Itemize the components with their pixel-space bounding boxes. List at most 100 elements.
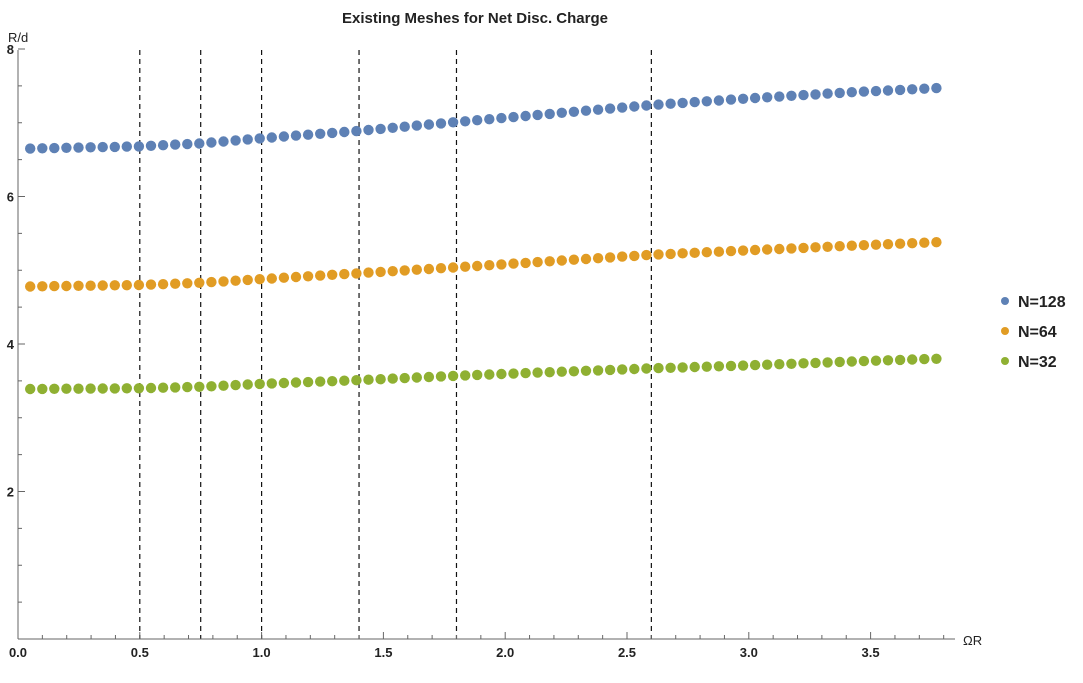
legend-marker (1001, 297, 1009, 305)
x-axis-label: ΩR (963, 633, 982, 648)
y-tick-label: 8 (7, 42, 14, 57)
data-point (665, 362, 676, 373)
data-point (157, 140, 169, 151)
data-point (37, 383, 48, 395)
data-point (49, 383, 60, 394)
data-point (737, 360, 749, 371)
data-point (290, 130, 302, 141)
data-point (97, 383, 108, 394)
data-point (218, 136, 229, 147)
data-point (556, 255, 567, 266)
data-point (931, 353, 942, 364)
data-point (266, 132, 277, 143)
data-point (580, 365, 592, 376)
data-point (931, 82, 942, 94)
data-point (931, 237, 942, 248)
data-point (327, 127, 338, 139)
data-point (592, 365, 604, 376)
data-point (870, 355, 882, 366)
data-point (363, 267, 374, 278)
data-point (919, 83, 930, 94)
data-point (194, 277, 205, 288)
data-point (351, 375, 362, 386)
data-point (145, 279, 157, 290)
x-tick-label: 1.0 (253, 645, 271, 660)
data-point (774, 359, 785, 370)
data-point (339, 375, 350, 386)
data-point (786, 243, 797, 254)
data-point (629, 250, 640, 262)
data-point (387, 122, 398, 133)
data-point (665, 248, 676, 260)
data-point (435, 118, 447, 129)
data-point (677, 248, 688, 259)
data-point (230, 379, 241, 391)
data-point (278, 272, 290, 283)
data-point (677, 97, 688, 109)
data-point (399, 265, 410, 276)
data-point (508, 368, 519, 379)
data-point (387, 373, 398, 384)
data-point (762, 92, 773, 103)
data-point (810, 89, 821, 100)
data-point (242, 134, 253, 145)
x-tick-label: 3.5 (862, 645, 880, 660)
legend-label: N=64 (1018, 324, 1057, 341)
data-point (472, 260, 483, 272)
data-point (182, 138, 193, 150)
data-point (713, 95, 725, 106)
data-point (145, 140, 157, 151)
data-point (49, 280, 60, 292)
data-point (834, 87, 845, 99)
data-point (882, 85, 894, 96)
legend: N=128 N=64 N=32 (1001, 294, 1066, 371)
data-point (907, 238, 918, 249)
data-point (641, 100, 652, 111)
data-point (580, 253, 592, 265)
data-point (762, 359, 773, 370)
data-point (725, 360, 737, 372)
data-point (749, 244, 761, 256)
data-point (25, 281, 36, 292)
data-point (242, 379, 253, 390)
data-point (170, 278, 181, 289)
data-point (894, 238, 906, 249)
data-point (604, 252, 616, 263)
data-point (97, 280, 108, 291)
data-point (109, 383, 121, 394)
data-point (145, 382, 157, 394)
x-tick-label: 0.5 (131, 645, 149, 660)
data-point (242, 274, 253, 286)
data-point (254, 274, 265, 285)
data-point (508, 258, 519, 269)
data-point (592, 104, 604, 115)
data-point (846, 356, 857, 367)
data-point (701, 361, 712, 372)
data-point (375, 374, 386, 385)
data-point (496, 112, 507, 124)
data-point (85, 280, 96, 291)
data-point (399, 372, 410, 384)
data-point (278, 377, 290, 389)
data-point (423, 263, 435, 275)
data-point (725, 94, 737, 105)
data-point (375, 123, 386, 135)
data-point (302, 376, 314, 388)
data-point (689, 247, 700, 258)
y-tick-label: 6 (7, 190, 14, 205)
data-point (206, 137, 217, 148)
data-point (49, 142, 60, 154)
data-point (411, 372, 422, 383)
data-point (617, 364, 628, 375)
data-point (713, 246, 725, 257)
data-point (617, 251, 628, 262)
data-point (339, 268, 350, 280)
data-point (73, 383, 84, 394)
data-point (508, 111, 519, 123)
data-point (629, 363, 640, 375)
data-point (544, 108, 555, 120)
data-point (61, 142, 72, 153)
data-point (109, 280, 121, 291)
data-point (302, 129, 314, 140)
